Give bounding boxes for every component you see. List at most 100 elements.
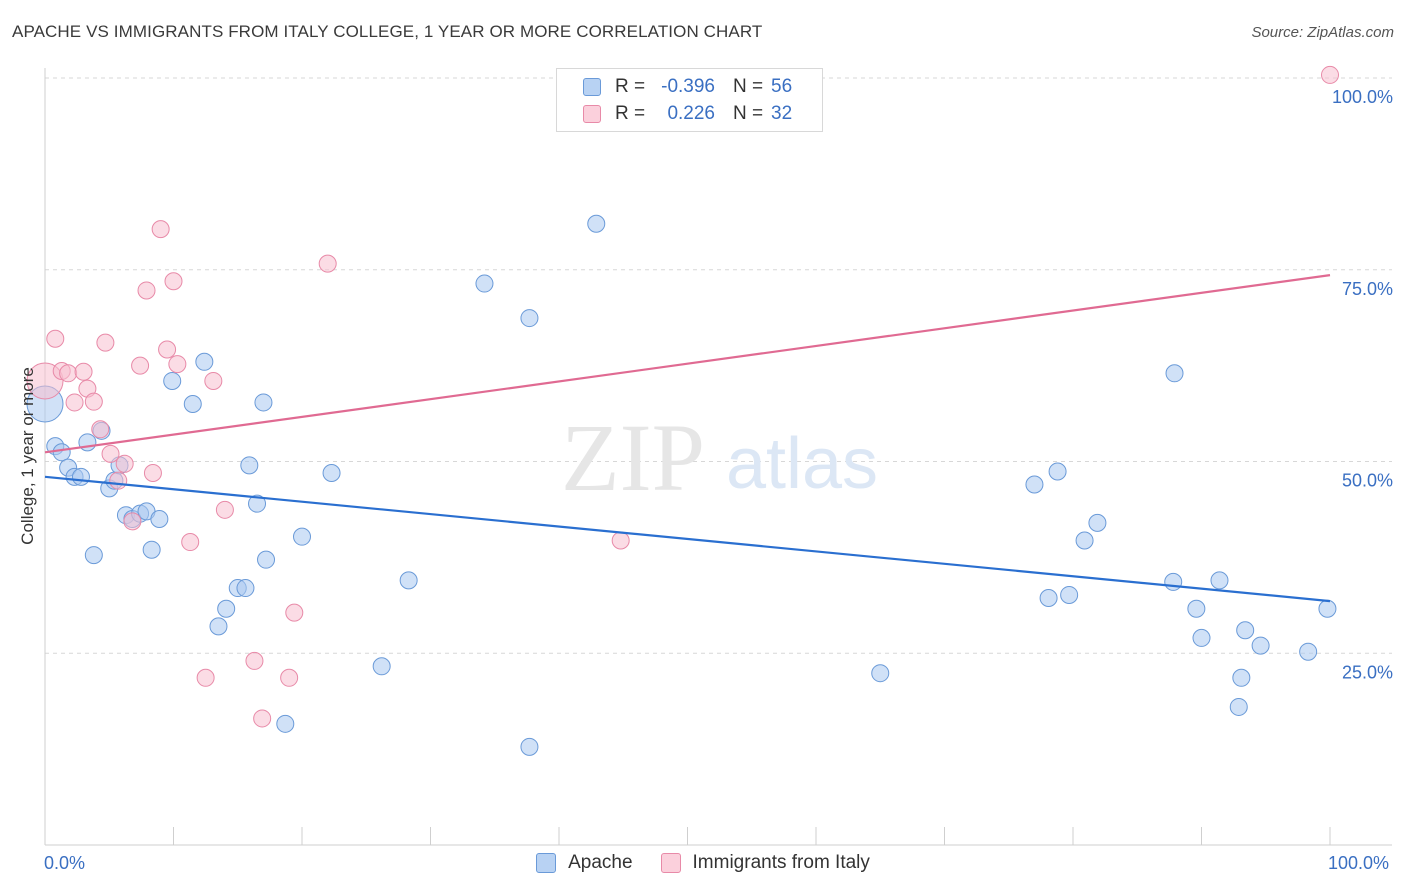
apache-point: [399, 571, 418, 590]
apache-point: [248, 494, 267, 513]
apache-point: [209, 617, 228, 636]
r-value: 0.226: [667, 103, 715, 124]
correlation-legend: R = -0.396 N = 56 R = 0.226 N = 32: [556, 68, 823, 132]
italy-point: [115, 454, 134, 473]
italy-point: [101, 444, 120, 463]
apache-point: [236, 579, 255, 598]
apache-point: [520, 309, 539, 328]
n-value: 56: [771, 76, 793, 97]
apache-point: [276, 714, 295, 733]
italy-point: [84, 392, 103, 411]
italy-point: [91, 420, 110, 439]
italy-point: [164, 272, 183, 291]
italy-point: [196, 668, 215, 687]
apache-point: [871, 664, 890, 683]
legend-row-italy: R = 0.226 N = 32: [583, 102, 792, 126]
italy-point: [123, 512, 142, 531]
apache-point: [254, 393, 273, 412]
apache-point: [1318, 599, 1337, 618]
italy-point: [168, 355, 187, 374]
apache-point: [475, 274, 494, 293]
apache-point: [1088, 513, 1107, 532]
italy-swatch: [583, 105, 601, 123]
italy-point: [158, 340, 177, 359]
italy-point: [215, 500, 234, 519]
watermark-zip: ZIP: [561, 404, 705, 511]
apache-point: [150, 510, 169, 529]
apache-point: [217, 599, 236, 618]
apache-point: [183, 394, 202, 413]
r-label: R =: [615, 76, 646, 97]
italy-point: [280, 668, 299, 687]
legend-label-apache: Apache: [568, 852, 633, 873]
apache-point: [1060, 585, 1079, 604]
apache-point: [1075, 531, 1094, 550]
italy-point: [151, 220, 170, 239]
italy-swatch: [660, 853, 681, 873]
n-value: 32: [771, 103, 793, 124]
series-legend: Apache Immigrants from Italy: [0, 852, 1406, 874]
apache-point: [1192, 628, 1211, 647]
x-tick-label-min: 0.0%: [44, 853, 86, 873]
italy-point: [285, 603, 304, 622]
apache-point: [1164, 572, 1183, 591]
italy-point: [181, 533, 200, 552]
italy-point: [1321, 65, 1339, 84]
y-axis-label: College, 1 year or more: [18, 367, 37, 545]
italy-point: [318, 254, 337, 273]
italy-point: [65, 393, 84, 412]
italy-point: [245, 651, 264, 670]
legend-label-italy: Immigrants from Italy: [692, 852, 870, 873]
apache-point: [1251, 636, 1270, 655]
apache-point: [1165, 364, 1184, 383]
italy-point: [143, 464, 162, 483]
y-tick-label: 100.0%: [1332, 87, 1393, 107]
italy-point: [59, 364, 78, 383]
n-label: N =: [733, 76, 764, 97]
r-value: -0.396: [661, 76, 715, 97]
apache-point: [1229, 697, 1248, 716]
apache-point: [84, 546, 103, 565]
legend-row-apache: R = -0.396 N = 56: [583, 75, 792, 99]
italy-point: [109, 471, 128, 490]
n-label: N =: [733, 103, 764, 124]
apache-point: [520, 737, 539, 756]
source-label: Source: ZipAtlas.com: [1251, 24, 1394, 41]
italy-point: [137, 281, 156, 300]
italy-point: [204, 371, 223, 390]
apache-point: [257, 550, 276, 569]
apache-point: [195, 352, 214, 371]
apache-point: [163, 371, 182, 390]
y-tick-label: 75.0%: [1342, 279, 1393, 299]
apache-point: [1039, 589, 1058, 608]
apache-point: [71, 467, 90, 486]
r-label: R =: [615, 103, 646, 124]
apache-point: [372, 657, 391, 676]
watermark-atlas: atlas: [726, 424, 878, 504]
apache-point: [322, 464, 341, 483]
apache-point: [142, 540, 161, 559]
apache-point: [1236, 621, 1255, 640]
italy-point: [46, 329, 65, 348]
apache-swatch: [536, 853, 557, 873]
italy-trend-line: [44, 274, 1331, 454]
apache-point: [52, 443, 71, 462]
chart-title: APACHE VS IMMIGRANTS FROM ITALY COLLEGE,…: [12, 22, 763, 41]
apache-trend-line: [44, 475, 1331, 603]
italy-point: [253, 709, 272, 728]
y-tick-label: 25.0%: [1342, 662, 1393, 682]
apache-point: [1048, 462, 1067, 481]
italy-point: [96, 333, 115, 352]
apache-point: [293, 527, 311, 546]
apache-point: [587, 214, 606, 233]
italy-point: [74, 362, 93, 381]
apache-point: [1232, 668, 1251, 687]
italy-point: [131, 356, 150, 375]
apache-point: [1025, 475, 1044, 494]
apache-point: [1187, 599, 1206, 618]
italy-point: [611, 531, 630, 550]
legend-item-apache[interactable]: Apache: [536, 852, 633, 874]
legend-item-italy[interactable]: Immigrants from Italy: [660, 852, 870, 874]
apache-point: [1299, 642, 1318, 661]
